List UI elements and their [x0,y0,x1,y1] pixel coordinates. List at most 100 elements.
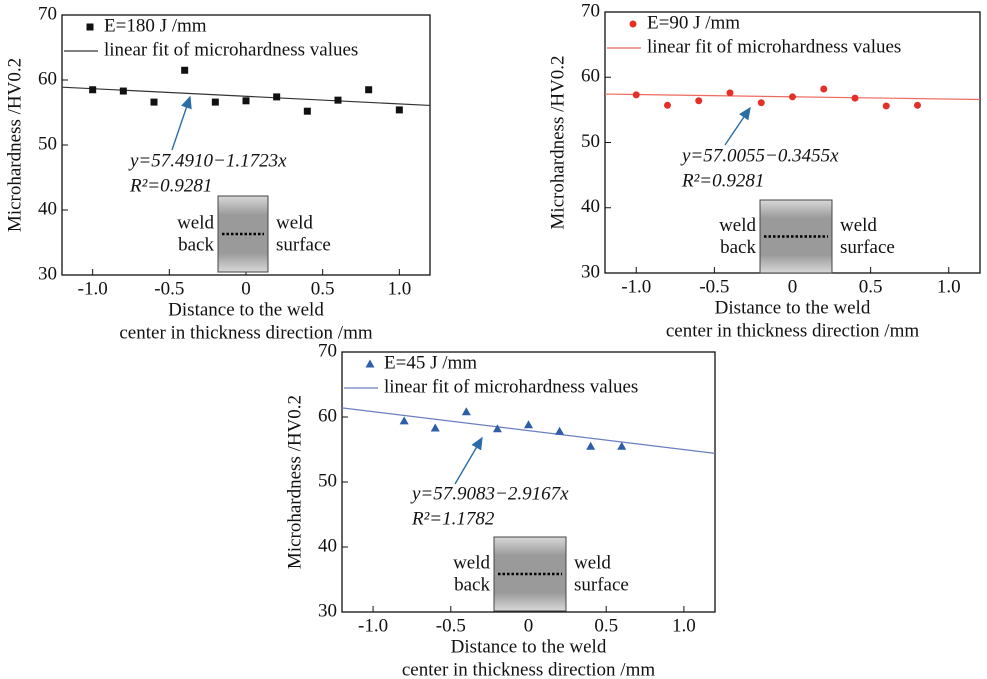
x-tick-label: 0 [788,276,798,297]
chart-panel: 30 40 50 60 70 -1.0 -0.5 0 0.5 1.0 Distance to the… [4,3,431,343]
x-tick-label: 0.5 [859,276,883,297]
data-point [726,89,734,97]
y-axis-label: Microhardness /HV0.2 [284,395,305,569]
data-point [492,424,502,433]
data-point [757,99,765,107]
data-point [395,106,403,114]
legend-label: linear fit of microhardness values [104,39,358,60]
data-point [914,101,921,109]
data-point [664,101,671,109]
y-tick-label: 50 [318,470,337,491]
data-point [820,85,828,93]
fit-line [341,407,716,454]
y-tick-label: 40 [38,198,57,219]
inset-label: back [720,237,756,258]
data-point [632,91,640,99]
equation: y=57.0055−0.3455x [680,145,839,166]
chart-panel: 30 40 50 60 70 -1.0 -0.5 0 0.5 1.0 Distance to the… [547,0,981,341]
inset-label: surface [276,234,331,255]
chart-panel: 30 40 50 60 70 -1.0 -0.5 0 0.5 1.0 Distance to the… [284,340,716,679]
y-tick-label: 70 [38,3,57,24]
data-point [89,86,97,94]
y-tick-label: 50 [581,131,600,152]
inset-label: weld [719,215,756,236]
data-point [211,98,219,106]
inset-label: weld [177,212,214,233]
inset-label: weld [453,552,490,573]
inset-label: weld [276,212,313,233]
y-tick-label: 50 [38,133,57,154]
x-tick-label: -1.0 [621,276,651,297]
data-point [430,423,440,432]
legend-label: E=90 J /mm [647,12,740,33]
data-point [586,441,596,450]
x-tick-label: 0 [524,615,534,636]
x-tick-label: 0.5 [594,615,618,636]
data-point [789,93,796,101]
x-axis-label: center in thickness direction /mm [119,322,372,343]
inset-label: weld [840,215,877,236]
inset-label: surface [574,574,629,595]
x-tick-label: -1.0 [78,278,108,299]
data-point [524,420,533,429]
y-axis-label: Microhardness /HV0.2 [4,58,25,232]
y-tick-label: 40 [581,196,600,217]
y-tick-label: 30 [581,261,600,282]
x-axis-label: Distance to the weld [451,636,607,657]
data-point [882,102,890,110]
arrow [171,95,192,151]
y-tick-label: 30 [318,600,337,621]
data-point [851,94,859,102]
x-tick-label: 0 [241,278,251,299]
x-axis-label: center in thickness direction /mm [402,659,655,679]
arrow [454,436,483,485]
data-point [273,93,281,101]
x-tick-label: -1.0 [358,615,388,636]
legend-label: linear fit of microhardness values [384,376,638,397]
legend-marker [629,20,637,28]
data-point [399,416,409,425]
legend-label: E=45 J /mm [384,352,477,373]
legend-marker [365,359,375,368]
y-tick-label: 70 [581,0,600,21]
y-tick-label: 40 [318,535,337,556]
inset-label: weld [574,552,611,573]
data-point [242,97,250,105]
equation: y=57.9083−2.9167x [410,483,569,504]
equation: R²=1.1782 [411,508,495,529]
equation: R²=0.9281 [681,170,764,191]
x-tick-label: -0.5 [154,278,184,299]
inset-label: back [454,574,490,595]
data-point [119,87,127,95]
data-point [150,98,158,106]
y-tick-label: 30 [38,263,57,284]
y-tick-label: 70 [318,340,337,361]
data-point [365,86,373,94]
data-point [695,97,703,105]
x-tick-label: -0.5 [436,615,466,636]
data-point [181,66,189,74]
y-tick-label: 60 [581,66,600,87]
inset-label: surface [840,237,895,258]
data-point [461,407,471,416]
x-axis-label: Distance to the weld [715,297,871,318]
x-tick-label: 0.5 [311,278,335,299]
data-point [334,96,342,104]
x-axis-label: center in thickness direction /mm [666,320,919,341]
data-point [303,107,311,115]
x-tick-label: -0.5 [699,276,729,297]
equation: y=57.4910−1.1723x [128,150,287,171]
inset-label: back [178,234,214,255]
legend-marker [86,23,94,31]
x-tick-label: 1.0 [387,278,411,299]
data-point [555,426,565,435]
x-tick-label: 1.0 [937,276,961,297]
y-axis-label: Microhardness /HV0.2 [547,55,568,229]
legend-label: E=180 J /mm [104,15,207,36]
x-axis-label: Distance to the weld [168,299,324,320]
equation: R²=0.9281 [129,175,212,196]
legend-label: linear fit of microhardness values [647,36,901,57]
y-tick-label: 60 [38,68,57,89]
x-tick-label: 1.0 [672,615,696,636]
